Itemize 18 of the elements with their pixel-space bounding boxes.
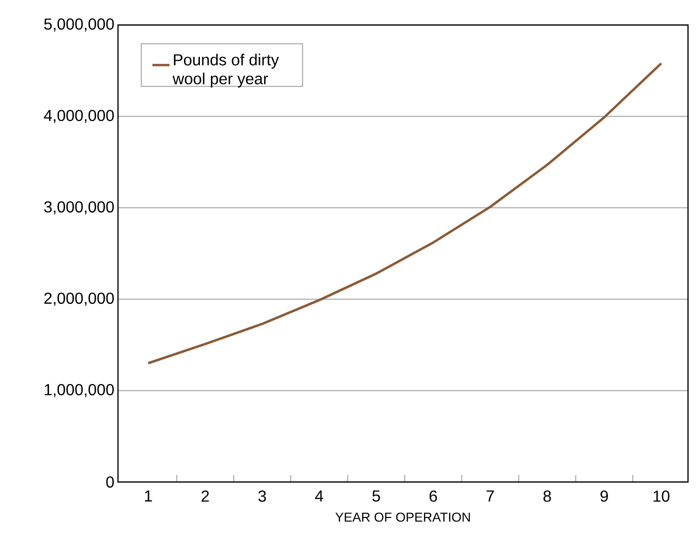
x-tick-label: 2	[202, 490, 209, 502]
x-axis-title: YEAR OF OPERATION	[335, 512, 470, 522]
x-tick-label: 4	[315, 490, 324, 502]
x-tick-label: 7	[486, 490, 494, 502]
x-tick-label: 10	[654, 490, 670, 502]
y-tick-label: 4,000,000	[44, 110, 114, 123]
y-tick-label: 1,000,000	[44, 384, 114, 398]
x-tick-label: 3	[258, 490, 266, 502]
y-tick-label: 0	[106, 476, 114, 488]
y-tick-label: 5,000,000	[44, 18, 114, 32]
y-tick-label: 2,000,000	[44, 292, 114, 306]
legend-label: Pounds of dirty wool per year	[172, 54, 279, 88]
x-tick-label: 6	[430, 490, 437, 502]
x-tick-label: 9	[600, 490, 608, 502]
y-tick-label: 3,000,000	[44, 201, 114, 214]
x-tick-label: 5	[372, 490, 380, 502]
x-tick-label: 8	[543, 490, 551, 502]
x-tick-label: 1	[144, 490, 152, 502]
